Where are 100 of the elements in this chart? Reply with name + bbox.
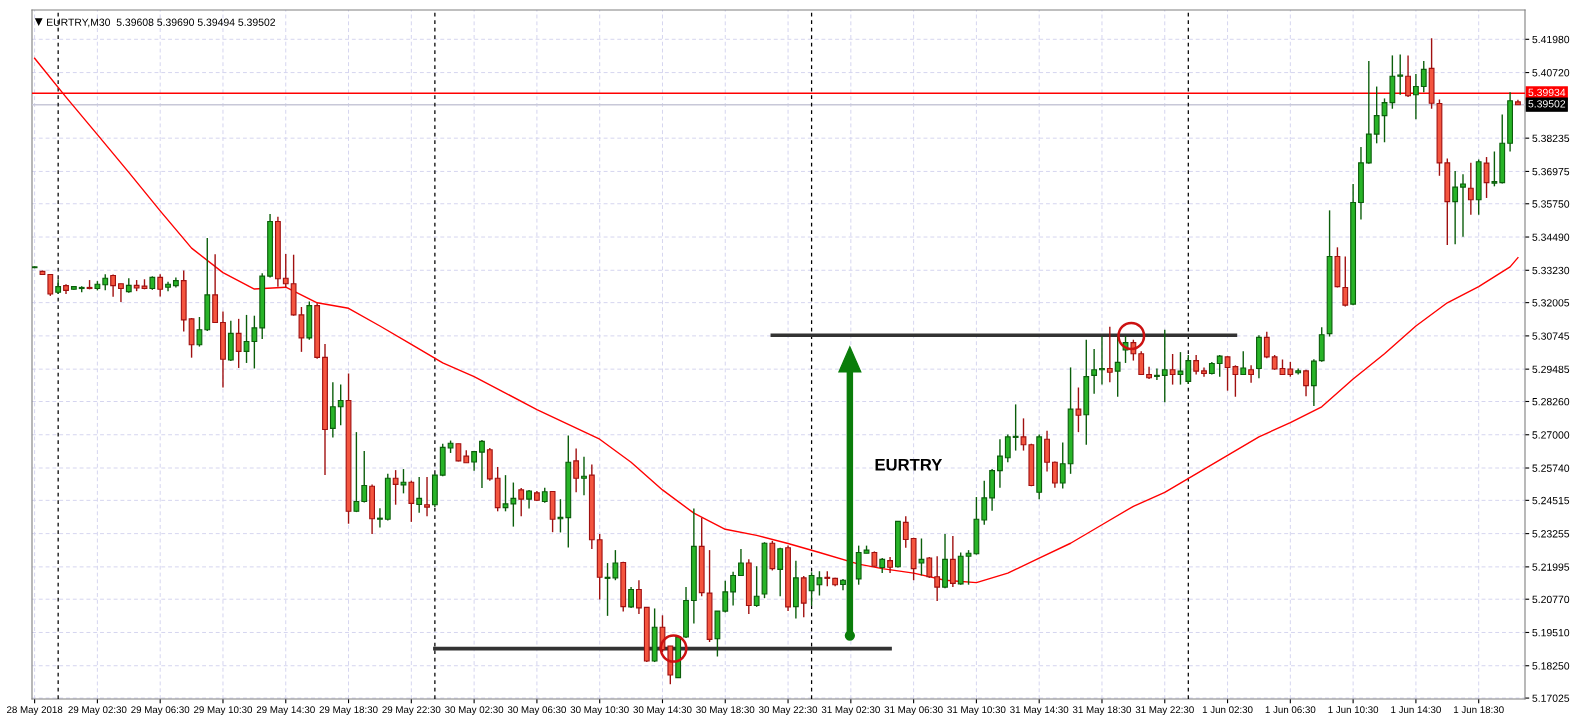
candlestick xyxy=(1240,350,1247,376)
candlestick xyxy=(235,318,242,369)
x-tick-label: 31 May 06:30 xyxy=(884,706,943,716)
candlestick xyxy=(1412,73,1419,120)
x-tick-label: 1 Jun 10:30 xyxy=(1328,706,1379,714)
x-tick-label: 31 May 18:30 xyxy=(1072,706,1132,716)
y-tick-label: 5.36975 xyxy=(1532,167,1570,176)
candlestick xyxy=(1216,354,1223,378)
x-tick-label: 31 May 14:30 xyxy=(1010,706,1069,716)
candlestick xyxy=(424,476,430,518)
candlestick xyxy=(1185,354,1192,385)
candlestick xyxy=(1491,150,1498,188)
x-tick-label: 29 May 02:30 xyxy=(68,706,127,716)
candlestick xyxy=(918,537,925,577)
candlestick xyxy=(1460,173,1466,238)
candlestick xyxy=(1099,335,1105,386)
ref-line-label: 5.39502 xyxy=(1528,100,1566,108)
candlestick xyxy=(1106,326,1113,383)
x-tick-label: 30 May 22:30 xyxy=(758,706,818,716)
candlestick xyxy=(730,571,737,607)
x-tick-label: 30 May 14:30 xyxy=(633,706,692,716)
text: EURTRY,M30 5.39608 5.39690 5.39494 5.39502 xyxy=(47,18,276,28)
x-tick-label: 31 May 22:30 xyxy=(1135,706,1194,716)
candlestick xyxy=(157,273,164,298)
candlestick xyxy=(573,447,580,493)
candlestick xyxy=(400,468,407,495)
x-tick-label: 29 May 06:30 xyxy=(131,706,190,716)
y-tick-label: 5.33230 xyxy=(1532,266,1570,275)
candlestick xyxy=(416,476,423,514)
candlestick xyxy=(581,455,587,496)
candlestick xyxy=(479,439,485,489)
y-tick-label: 5.41980 xyxy=(1532,35,1570,44)
x-tick-label: 29 May 22:30 xyxy=(382,706,441,716)
candlestick xyxy=(1342,255,1349,308)
candlestick xyxy=(377,507,383,529)
y-tick-label: 5.29485 xyxy=(1532,365,1570,374)
candlestick xyxy=(1405,54,1411,98)
candlestick xyxy=(1263,331,1270,359)
y-tick-label: 5.40720 xyxy=(1532,69,1570,77)
x-tick-label: 29 May 10:30 xyxy=(194,706,253,716)
y-tick-label: 5.32005 xyxy=(1532,299,1570,307)
candlestick xyxy=(392,469,399,506)
y-tick-label: 5.30745 xyxy=(1532,332,1570,340)
x-tick-label: 30 May 10:30 xyxy=(570,706,629,716)
candlestick xyxy=(118,283,124,303)
y-tick-label: 5.19510 xyxy=(1532,628,1570,637)
candlestick xyxy=(722,580,729,614)
candlestick xyxy=(282,253,289,288)
x-tick-label: 28 May 2018 xyxy=(7,706,63,716)
candlestick xyxy=(1044,430,1050,473)
annotation: EURTRY xyxy=(875,458,943,471)
candlestick xyxy=(1397,53,1404,96)
y-tick-label: 5.27000 xyxy=(1532,431,1570,439)
x-tick-label: 1 Jun 14:30 xyxy=(1391,706,1441,714)
y-tick-label: 5.17025 xyxy=(1532,694,1570,702)
y-tick-label: 5.25740 xyxy=(1532,464,1570,472)
y-tick-label: 5.38235 xyxy=(1532,134,1570,143)
candlestick xyxy=(1248,364,1255,384)
ref-line-label: 5.39934 xyxy=(1528,88,1566,97)
candlestick xyxy=(361,450,368,504)
candlestick xyxy=(1161,328,1168,403)
y-tick-label: 5.24515 xyxy=(1532,496,1570,505)
candlestick xyxy=(518,487,525,518)
candlestick xyxy=(1051,460,1058,489)
candlestick xyxy=(753,565,760,608)
candlestick xyxy=(1146,365,1152,380)
candlestick xyxy=(902,515,909,549)
candlestick xyxy=(1091,348,1098,395)
candlestick xyxy=(1193,354,1200,376)
x-tick-label: 31 May 10:30 xyxy=(947,706,1006,716)
candlestick xyxy=(1295,367,1302,376)
candlestick xyxy=(1169,353,1176,386)
candlestick xyxy=(1420,60,1427,94)
x-tick-label: 30 May 06:30 xyxy=(507,706,566,716)
candlestick xyxy=(1114,335,1121,398)
candlestick xyxy=(196,316,203,348)
x-tick-label: 1 Jun 18:30 xyxy=(1454,706,1504,714)
candlestick xyxy=(1012,403,1019,452)
candlestick xyxy=(1004,433,1011,463)
y-tick-label: 5.35750 xyxy=(1532,200,1570,208)
candlestick xyxy=(1138,350,1145,376)
y-tick-label: 5.23255 xyxy=(1532,530,1570,538)
x-tick-label: 29 May 14:30 xyxy=(256,706,315,716)
candlestick xyxy=(997,438,1003,489)
x-tick-label: 30 May 18:30 xyxy=(696,706,755,716)
x-tick-label: 1 Jun 02:30 xyxy=(1202,706,1253,714)
y-tick-label: 5.21995 xyxy=(1532,563,1570,571)
candlestick xyxy=(408,479,415,523)
candlestick xyxy=(934,555,941,602)
candlestick xyxy=(1059,441,1066,490)
candlestick xyxy=(777,547,784,598)
candlestick xyxy=(1452,170,1459,245)
x-tick-label: 30 May 02:30 xyxy=(445,706,504,716)
x-tick-label: 29 May 18:30 xyxy=(319,706,378,716)
candlestick xyxy=(1154,367,1160,381)
candlestick xyxy=(557,498,564,534)
candlestick xyxy=(329,381,336,439)
y-tick-label: 5.34490 xyxy=(1532,233,1570,241)
candlestick xyxy=(636,579,642,615)
y-tick-label: 5.20770 xyxy=(1532,595,1570,604)
